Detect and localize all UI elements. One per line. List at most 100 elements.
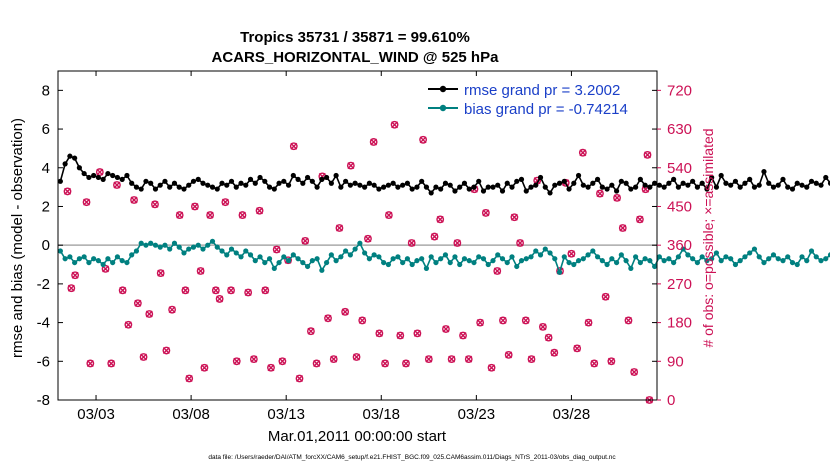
rmse-point bbox=[457, 184, 463, 190]
obs-possible-marker bbox=[601, 292, 610, 301]
obs-assimilated-marker bbox=[233, 357, 241, 365]
y-tick-label: -6 bbox=[37, 353, 50, 370]
bias-point bbox=[366, 256, 372, 262]
rmse-point bbox=[694, 184, 701, 190]
obs-assimilated-marker bbox=[181, 286, 189, 294]
obs-assimilated-marker bbox=[539, 323, 547, 331]
rmse-point bbox=[243, 182, 249, 188]
obs-assimilated-marker bbox=[624, 316, 632, 324]
rmse-series-layer bbox=[57, 153, 830, 196]
chart-subtitle: ACARS_HORIZONTAL_WIND @ 525 hPa bbox=[212, 49, 500, 66]
obs-count-point bbox=[71, 271, 80, 280]
bias-point bbox=[666, 256, 672, 262]
rmse-point bbox=[766, 180, 772, 186]
rmse-point bbox=[171, 180, 178, 186]
bias-point bbox=[309, 258, 315, 264]
bias-point bbox=[181, 250, 187, 256]
obs-assimilated-marker bbox=[151, 200, 159, 208]
obs-assimilated-marker bbox=[364, 235, 372, 243]
obs-count-point bbox=[278, 357, 287, 366]
bias-point bbox=[190, 244, 197, 250]
obs-possible-marker bbox=[390, 120, 399, 129]
bias-point bbox=[628, 265, 634, 271]
obs-count-point bbox=[232, 357, 241, 366]
bias-point bbox=[808, 248, 815, 254]
obs-assimilated-marker bbox=[341, 308, 349, 316]
bias-point bbox=[604, 261, 610, 268]
bias-point bbox=[671, 259, 677, 266]
rmse-point bbox=[414, 184, 420, 190]
bias-point bbox=[285, 258, 292, 264]
obs-count-point bbox=[369, 138, 378, 146]
obs-assimilated-marker bbox=[522, 316, 530, 324]
y2-tick-label: 540 bbox=[667, 160, 692, 177]
bias-point bbox=[152, 242, 159, 248]
obs-possible-marker bbox=[476, 318, 485, 327]
obs-count-point bbox=[407, 239, 416, 247]
obs-possible-marker bbox=[578, 148, 587, 157]
bias-point bbox=[385, 261, 392, 268]
y-tick-label: -4 bbox=[37, 315, 50, 332]
rmse-point bbox=[300, 180, 306, 186]
rmse-point bbox=[152, 186, 159, 192]
obs-count-point bbox=[499, 316, 507, 325]
obs-possible-marker bbox=[430, 232, 439, 241]
legend-bias-marker bbox=[439, 104, 447, 112]
rmse-point bbox=[476, 178, 482, 184]
bias-point bbox=[243, 248, 249, 254]
bias-point bbox=[785, 254, 791, 260]
y-axis-label: rmse and bias (model - observation) bbox=[9, 118, 26, 358]
rmse-point bbox=[395, 184, 401, 190]
obs-count-point bbox=[82, 198, 91, 207]
rmse-point bbox=[747, 176, 753, 182]
bias-point bbox=[751, 246, 758, 252]
obs-assimilated-marker bbox=[431, 233, 439, 241]
obs-possible-marker bbox=[232, 357, 241, 366]
rmse-point bbox=[471, 184, 477, 190]
rmse-point bbox=[794, 180, 800, 186]
rmse-point bbox=[105, 170, 111, 177]
rmse-point bbox=[404, 180, 411, 186]
obs-count-point bbox=[375, 329, 384, 338]
obs-possible-marker bbox=[113, 181, 121, 189]
obs-count-point bbox=[573, 344, 582, 353]
obs-count-point bbox=[504, 350, 513, 359]
bias-point bbox=[157, 244, 163, 250]
obs-count-point bbox=[133, 299, 142, 308]
rmse-point bbox=[314, 184, 320, 190]
obs-count-point bbox=[624, 316, 633, 325]
rmse-point bbox=[594, 176, 601, 182]
obs-possible-marker bbox=[238, 211, 247, 219]
obs-assimilated-marker bbox=[630, 368, 638, 376]
bias-point bbox=[233, 250, 239, 256]
bias-point bbox=[266, 256, 273, 262]
rmse-point bbox=[808, 178, 815, 184]
x-tick-label: 03/08 bbox=[172, 406, 210, 423]
obs-assimilated-marker bbox=[408, 239, 416, 247]
bias-point bbox=[95, 258, 102, 264]
bias-point bbox=[647, 258, 653, 264]
obs-assimilated-marker bbox=[119, 286, 127, 294]
obs-possible-marker bbox=[442, 325, 450, 333]
obs-assimilated-marker bbox=[370, 138, 378, 146]
bias-point bbox=[609, 256, 615, 262]
obs-assimilated-marker bbox=[330, 355, 338, 363]
obs-assimilated-marker bbox=[134, 299, 142, 307]
obs-assimilated-marker bbox=[96, 168, 104, 176]
obs-assimilated-marker bbox=[493, 267, 501, 275]
obs-possible-marker bbox=[324, 314, 332, 323]
obs-count-point bbox=[215, 295, 224, 303]
obs-possible-marker bbox=[272, 245, 281, 254]
bias-point bbox=[770, 252, 777, 258]
rmse-point bbox=[67, 153, 73, 159]
obs-possible-marker bbox=[643, 150, 652, 159]
obs-assimilated-marker bbox=[358, 316, 366, 324]
obs-assimilated-marker bbox=[459, 331, 467, 339]
obs-assimilated-marker bbox=[216, 295, 224, 303]
obs-count-point bbox=[221, 198, 230, 207]
rmse-point bbox=[285, 182, 292, 188]
rmse-point bbox=[133, 184, 140, 190]
bias-point bbox=[556, 269, 563, 275]
obs-count-point bbox=[590, 359, 599, 368]
rmse-point bbox=[224, 182, 230, 188]
